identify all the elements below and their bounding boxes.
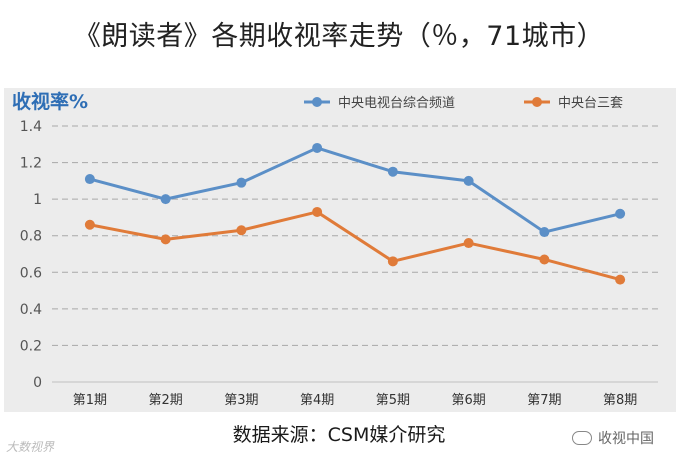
x-tick-label: 第3期 [224,393,258,408]
watermark-right-label: 收视中国 [598,431,654,447]
data-point [539,254,550,265]
data-point [312,142,323,153]
y-axis-label: 收视率% [12,90,88,113]
y-tick-label: 0.6 [20,265,42,281]
data-point [463,238,474,249]
y-tick-label: 0.4 [20,302,42,318]
data-point [387,256,398,267]
chart-title: 《朗读者》各期收视率走势（％，71城市） [73,21,605,52]
watermark-left: 大数视界 [6,440,55,454]
data-point [615,274,626,285]
watermark-right: 收视中国 [572,428,654,448]
y-tick-label: 1.2 [20,156,42,172]
data-point [236,177,247,188]
data-point [84,174,95,185]
x-tick-label: 第7期 [527,393,561,408]
legend-marker [312,97,322,107]
line-chart: 收视率% 0 0.2 0.4 0.6 0.8 1 1.2 1.4 第1期 第2期 第3期 第4期 第5期 第… [12,90,658,408]
data-point [387,166,398,177]
data-point [236,225,247,236]
data-point [160,234,171,245]
x-tick-label: 第6期 [451,393,485,408]
x-tick-label: 第2期 [148,393,182,408]
y-tick-label: 0 [33,375,42,391]
data-point [312,206,323,217]
data-point [84,219,95,230]
series-line [89,210,621,282]
x-tick-label: 第4期 [300,393,334,408]
data-source-note: 数据来源：CSM媒介研究 [232,424,446,446]
x-tick-label: 第1期 [73,393,107,408]
data-point [539,227,550,238]
legend-label: 中央台三套 [558,95,623,111]
data-point [615,208,626,219]
x-tick-label: 第8期 [603,393,637,408]
y-tick-label: 0.2 [20,338,42,354]
series-line [89,146,621,234]
legend-label: 中央电视台综合频道 [338,96,455,111]
plot-panel: 收视率% 0 0.2 0.4 0.6 0.8 1 1.2 1.4 第1期 第2期 第3期 第4期 第5期 第… [4,88,676,412]
legend-marker [532,97,542,107]
wechat-icon [572,431,592,445]
data-point [463,175,474,186]
x-tick-label: 第5期 [376,393,410,408]
y-tick-label: 1.4 [20,119,42,135]
y-tick-label: 1 [33,192,42,208]
y-tick-label: 0.8 [20,229,42,245]
data-point [160,194,171,205]
